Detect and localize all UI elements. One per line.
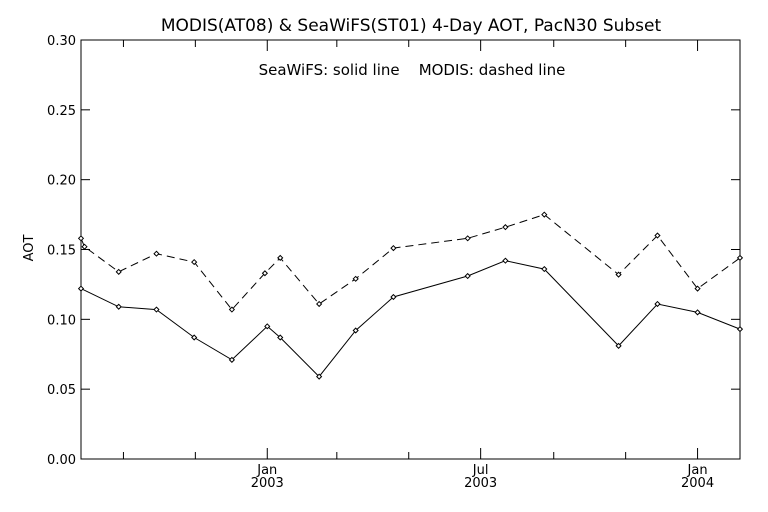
x-tick-year: 2003 <box>464 476 497 491</box>
seawifs-point <box>352 327 359 334</box>
seawifs-point <box>390 293 397 301</box>
y-tick-label: 0.00 <box>47 453 76 468</box>
x-tick-year: 2004 <box>681 476 714 491</box>
seawifs-point <box>228 356 236 363</box>
modis-point <box>77 235 85 242</box>
y-tick-label: 0.15 <box>47 244 76 259</box>
modis-point <box>541 211 548 218</box>
modis-point <box>81 243 88 250</box>
modis-point <box>694 285 701 292</box>
modis-point <box>261 270 269 277</box>
modis-point <box>153 250 160 257</box>
seawifs-point <box>264 323 271 330</box>
chart-title: MODIS(AT08) & SeaWiFS(ST01) 4-Day AOT, P… <box>161 16 662 36</box>
y-tick-label: 0.10 <box>47 313 76 328</box>
modis-point <box>277 254 284 261</box>
modis-point <box>191 258 198 266</box>
modis-point <box>736 254 744 261</box>
modis-point <box>464 235 471 242</box>
plot-frame <box>80 39 741 460</box>
seawifs-point <box>541 265 548 273</box>
x-tick-month: Jan <box>687 463 708 478</box>
modis-point <box>352 275 359 282</box>
modis-point <box>502 224 509 231</box>
y-axis-label: AOT <box>22 235 37 262</box>
modis-point <box>390 244 397 252</box>
seawifs-point <box>316 373 323 380</box>
seawifs-point <box>502 257 509 264</box>
x-tick-month: Jan <box>256 463 277 478</box>
modis-point <box>654 232 661 239</box>
series-layer <box>77 211 744 380</box>
seawifs-point <box>694 309 701 316</box>
x-tick-month: Jul <box>472 463 489 478</box>
y-tick-label: 0.25 <box>47 104 76 119</box>
seawifs-point <box>464 272 471 280</box>
modis-point <box>615 271 622 278</box>
modis-line <box>80 214 741 311</box>
seawifs-point <box>115 303 122 310</box>
seawifs-point <box>736 326 744 333</box>
modis-point <box>115 268 122 275</box>
seawifs-point <box>615 342 622 349</box>
axes: 0.000.050.100.150.200.250.30Jan2003Jul20… <box>47 34 740 491</box>
y-tick-label: 0.30 <box>47 34 76 49</box>
seawifs-point <box>153 306 160 313</box>
modis-point <box>316 300 323 308</box>
seawifs-point <box>191 334 198 341</box>
seawifs-point <box>654 300 661 308</box>
modis-point <box>228 306 236 313</box>
seawifs-point <box>77 285 85 292</box>
seawifs-point <box>277 334 284 341</box>
legend-annotation: SeaWiFS: solid line MODIS: dashed line <box>259 61 566 79</box>
y-tick-label: 0.05 <box>47 383 76 398</box>
y-tick-label: 0.20 <box>47 174 76 189</box>
x-tick-year: 2003 <box>251 476 284 491</box>
seawifs-line <box>80 260 741 378</box>
